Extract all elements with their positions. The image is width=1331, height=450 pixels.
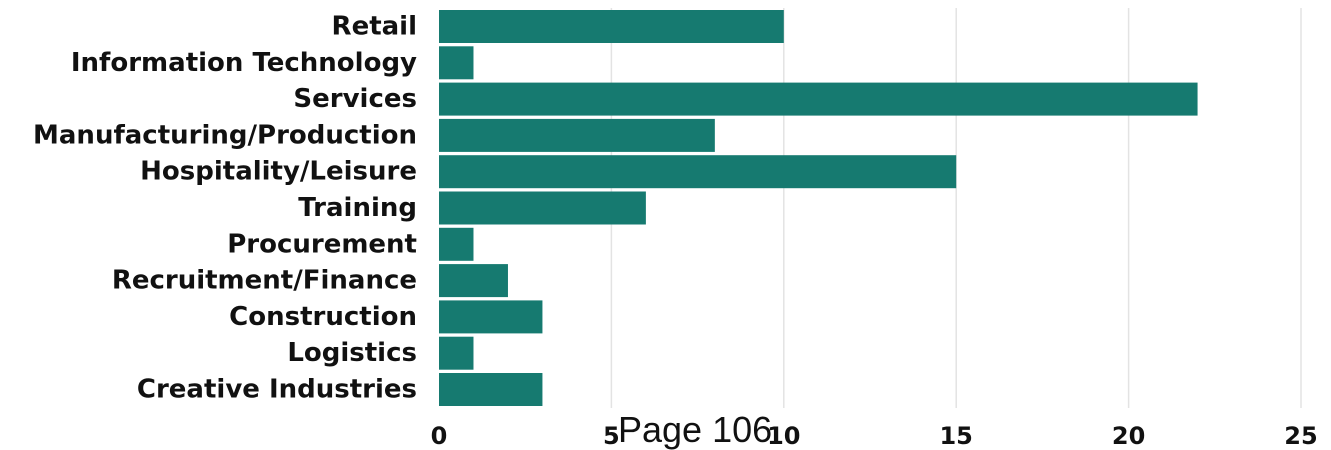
x-tick-label: 5 (603, 422, 620, 450)
category-label: Training (298, 193, 417, 223)
x-axis-ticks: 0 5 10 15 20 25 (431, 422, 1318, 450)
bar-procurement (439, 227, 474, 261)
category-label: Manufacturing/Production (33, 120, 417, 150)
bar-retail (439, 10, 784, 43)
bars (439, 10, 1198, 406)
bar-information-technology (439, 46, 474, 80)
bar-training (439, 191, 646, 225)
bar-creative-industries (439, 373, 543, 406)
category-label: Services (293, 84, 417, 114)
category-label: Creative Industries (137, 375, 417, 405)
category-label: Information Technology (71, 48, 417, 78)
category-label: Hospitality/Leisure (140, 157, 417, 187)
bar-hospitality-leisure (439, 155, 957, 189)
x-tick-label: 10 (767, 422, 800, 450)
page-number: Page 106 (618, 409, 773, 450)
category-label: Procurement (227, 229, 417, 259)
category-label: Construction (229, 302, 417, 332)
category-label: Logistics (287, 338, 417, 368)
x-tick-label: 20 (1112, 422, 1145, 450)
x-tick-label: 15 (939, 422, 972, 450)
grid-lines (610, 8, 1302, 408)
category-label: Recruitment/Finance (112, 266, 417, 296)
x-tick-label: 0 (431, 422, 448, 450)
bar-manufacturing-production (439, 118, 715, 152)
bar-construction (439, 300, 543, 334)
bar-logistics (439, 336, 474, 370)
category-label: Retail (332, 12, 417, 42)
bar-recruitment-finance (439, 264, 508, 298)
category-labels: Retail Information Technology Services Manu… (33, 12, 417, 405)
bar-services (439, 82, 1198, 116)
x-tick-label: 25 (1284, 422, 1317, 450)
